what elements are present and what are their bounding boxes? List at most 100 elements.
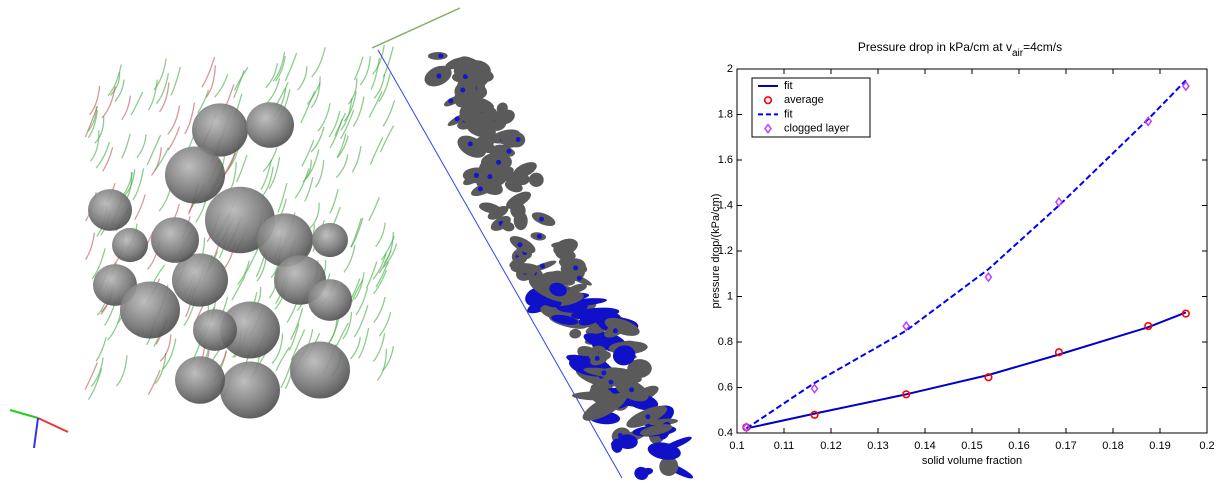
- pore-blob: [466, 120, 496, 138]
- boundary-line: [377, 49, 623, 479]
- streamline: [121, 95, 132, 121]
- streamline: [350, 218, 362, 248]
- y-tick-label: 1.8: [718, 108, 733, 120]
- streamline: [167, 105, 181, 135]
- streamline: [84, 362, 98, 390]
- streamline: [101, 86, 116, 119]
- sphere: [192, 103, 248, 157]
- triad-axis: [33, 417, 39, 449]
- pore-blob: [506, 191, 532, 209]
- sphere: [246, 102, 294, 148]
- streamline: [266, 78, 281, 104]
- y-tick-label: 1: [727, 290, 733, 302]
- streamline: [373, 269, 388, 295]
- streamline: [340, 109, 355, 140]
- streamline: [380, 235, 395, 261]
- streamline: [329, 188, 339, 214]
- streamline: [373, 296, 386, 323]
- streamline: [373, 74, 386, 99]
- streamline: [272, 51, 286, 82]
- triad-axis: [37, 417, 69, 433]
- streamline: [340, 98, 353, 131]
- fit-line: [746, 311, 1187, 430]
- legend-swatch: [763, 96, 773, 105]
- streamline: [130, 91, 144, 116]
- pore-dot: [436, 73, 442, 79]
- streamline: [300, 91, 316, 124]
- streamline: [95, 337, 107, 362]
- streamline: [256, 257, 267, 282]
- data-point: [1054, 348, 1064, 357]
- pore-blob: [463, 60, 491, 80]
- streamline: [147, 79, 158, 111]
- streamline: [162, 338, 177, 370]
- pore-dot: [462, 74, 468, 80]
- streamline: [382, 100, 396, 127]
- pore-dot: [538, 216, 544, 222]
- sphere: [172, 253, 228, 307]
- streamline: [87, 368, 103, 400]
- streamline: [334, 112, 346, 137]
- streamline: [301, 139, 315, 167]
- streamline: [352, 96, 365, 127]
- title-main: Pressure drop in kPa/cm at v: [858, 40, 1012, 54]
- pore-blob: [504, 180, 523, 193]
- streamline: [134, 194, 146, 221]
- streamline: [343, 90, 357, 122]
- data-point: [1181, 309, 1190, 318]
- streamline: [378, 73, 391, 103]
- streamline: [87, 109, 98, 139]
- pore-blob: [647, 442, 681, 460]
- streamline: [277, 182, 288, 213]
- pore-dot: [608, 379, 614, 385]
- pore-dot: [477, 186, 483, 192]
- streamline: [89, 130, 100, 162]
- streamline: [158, 82, 170, 113]
- data-point: [810, 410, 819, 419]
- streamline: [260, 166, 274, 199]
- pore-dot: [540, 263, 546, 269]
- streamline: [383, 232, 395, 264]
- streamline: [154, 147, 170, 171]
- streamline: [132, 168, 145, 201]
- pore-dot: [448, 98, 454, 104]
- pore-blob: [528, 172, 544, 187]
- data-point: [984, 271, 993, 283]
- streamline: [201, 56, 216, 88]
- streamline: [90, 357, 104, 387]
- pore-blob: [641, 467, 654, 475]
- streamline: [284, 52, 298, 82]
- streamline: [358, 327, 370, 359]
- pore-blob: [590, 351, 610, 366]
- x-tick-label: 0.1: [729, 440, 744, 452]
- pore-dot: [460, 87, 466, 93]
- streamline: [351, 279, 364, 303]
- pore-dot: [506, 148, 512, 154]
- chart-title: Pressure drop in kPa/cm at vair=4cm/s: [858, 40, 1062, 58]
- streamline: [146, 134, 162, 166]
- pore-blob: [612, 345, 636, 366]
- pore-dot: [629, 387, 635, 393]
- y-tick-label: 2: [727, 63, 733, 75]
- sphere: [193, 309, 237, 351]
- streamline: [159, 334, 172, 362]
- data-point: [810, 383, 819, 394]
- streamline: [336, 135, 349, 159]
- triad-axis: [9, 409, 39, 419]
- axis-triad: [9, 409, 69, 449]
- streamline: [365, 261, 378, 289]
- streamline: [155, 73, 170, 105]
- x-tick-label: 0.19: [1149, 440, 1170, 452]
- streamline: [304, 177, 314, 202]
- x-tick-label: 0.11: [774, 440, 795, 452]
- title-subscript: air: [1012, 48, 1024, 59]
- pore-blob: [512, 162, 537, 178]
- pore-blob: [570, 307, 620, 320]
- data-point: [1144, 116, 1153, 127]
- x-tick-label: 0.17: [1055, 440, 1076, 452]
- pore-blob: [659, 456, 679, 476]
- streamline: [150, 147, 162, 176]
- pore-blob: [639, 424, 673, 436]
- y-tick-label: 1.6: [718, 154, 733, 166]
